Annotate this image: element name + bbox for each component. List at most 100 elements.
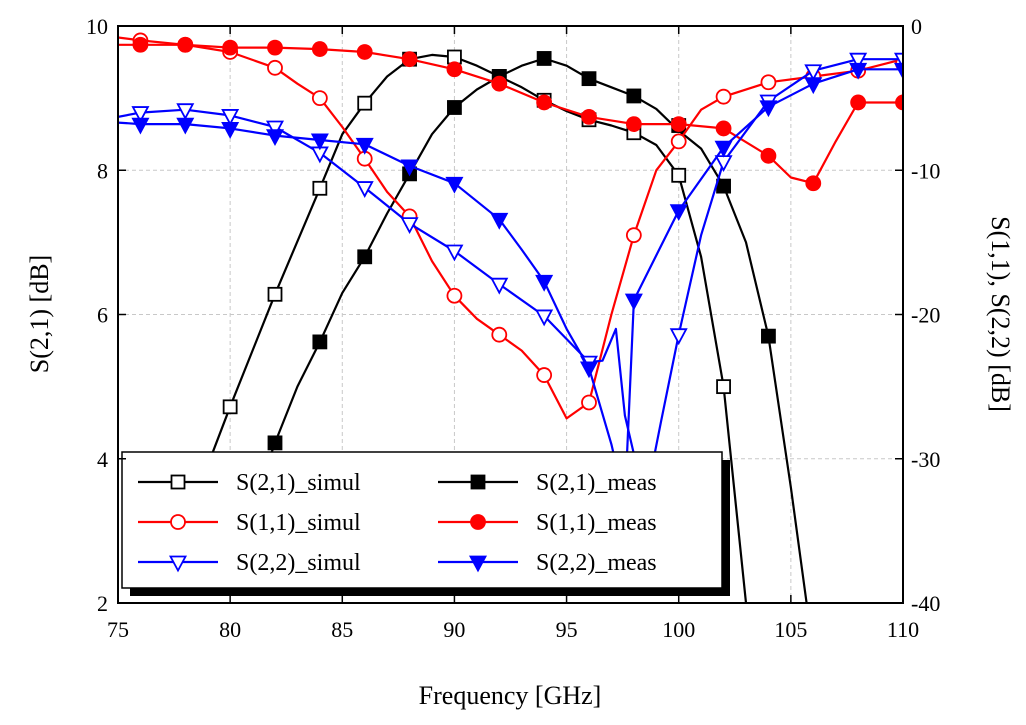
data-point (893, 62, 903, 80)
data-point (222, 39, 239, 56)
data-point (267, 435, 283, 451)
data-point (221, 109, 240, 126)
legend-label: S(2,2)_simul (236, 550, 361, 576)
data-point (850, 94, 867, 111)
data-point (671, 167, 687, 183)
legend-label: S(2,1)_simul (236, 470, 361, 496)
data-point (581, 394, 597, 411)
data-point (895, 94, 903, 111)
data-point (401, 51, 418, 68)
legend-label: S(1,1)_simul (236, 510, 361, 536)
data-point (311, 41, 328, 57)
data-point (176, 103, 195, 121)
y-left-axis-title: S(2,1) [dB] (25, 255, 54, 373)
x-tick-label: 75 (107, 617, 129, 642)
legend-marker (468, 555, 488, 573)
legend-marker (168, 555, 188, 573)
legend-marker (170, 514, 186, 530)
y-right-tick-label: -40 (911, 591, 940, 616)
data-point (536, 51, 552, 66)
data-point (761, 328, 776, 344)
y-right-tick-label: -20 (911, 303, 940, 328)
data-point (221, 122, 240, 139)
data-point (357, 249, 373, 265)
legend-marker (470, 474, 486, 490)
data-point (670, 133, 687, 150)
data-point (670, 116, 687, 132)
legend-item: S(1,1)_meas (438, 510, 657, 536)
data-point (355, 181, 374, 198)
y-left-tick-label: 8 (97, 158, 108, 183)
series-line (118, 58, 903, 504)
data-point (356, 44, 373, 60)
data-point (759, 100, 778, 118)
legend-marker (170, 474, 186, 490)
data-point (849, 52, 868, 70)
x-tick-label: 95 (556, 617, 578, 642)
legend-item: S(2,2)_simul (138, 550, 361, 576)
data-point (716, 379, 731, 395)
x-tick-label: 105 (774, 617, 807, 642)
legend-item: S(2,2)_meas (438, 550, 657, 576)
data-point (447, 100, 462, 115)
data-point (491, 75, 508, 92)
data-point (625, 227, 642, 244)
data-point (669, 328, 688, 346)
legend-label: S(1,1)_meas (536, 510, 657, 536)
series-4 (118, 36, 903, 192)
y-left-tick-label: 4 (97, 447, 108, 472)
data-point (491, 326, 508, 343)
data-point (490, 277, 509, 295)
data-point (311, 90, 328, 107)
data-point (131, 117, 150, 135)
data-point (132, 36, 149, 53)
legend-label: S(2,2)_meas (536, 550, 657, 576)
series-line (195, 53, 748, 603)
data-point (267, 286, 283, 302)
data-point (265, 120, 285, 138)
legend-label: S(2,1)_meas (536, 470, 657, 496)
data-point (400, 159, 419, 177)
data-point (355, 137, 374, 155)
data-point (176, 117, 195, 135)
data-point (535, 309, 554, 327)
y-left-tick-label: 2 (97, 591, 108, 616)
x-tick-label: 85 (331, 617, 353, 642)
data-point (445, 244, 464, 262)
data-point (267, 59, 283, 76)
data-point (265, 129, 285, 147)
data-point (579, 361, 599, 379)
data-point (535, 274, 554, 292)
legend-box (121, 451, 723, 589)
legend-marker (470, 514, 486, 530)
legend-item: S(2,1)_meas (438, 470, 657, 496)
data-point (312, 180, 328, 196)
data-point (804, 64, 823, 82)
y-left-tick-label: 6 (97, 303, 108, 328)
data-point (490, 212, 509, 230)
data-point (760, 74, 777, 91)
data-point (669, 204, 688, 222)
x-tick-label: 80 (219, 617, 241, 642)
data-point (310, 133, 329, 151)
x-axis-title: Frequency [GHz] (419, 681, 602, 710)
data-point (446, 287, 463, 304)
data-point (714, 155, 733, 173)
data-point (357, 95, 373, 111)
y-right-tick-label: 0 (911, 14, 922, 39)
series-line (118, 68, 903, 504)
legend-item: S(1,1)_simul (138, 510, 361, 536)
x-tick-label: 100 (662, 617, 695, 642)
series-line (118, 36, 903, 420)
legend-item: S(2,1)_simul (138, 470, 361, 496)
data-point (715, 120, 732, 137)
data-point (222, 399, 238, 415)
data-point (716, 178, 731, 194)
data-point (581, 108, 597, 125)
data-point (446, 61, 463, 78)
data-point (715, 88, 732, 105)
data-point (805, 175, 822, 192)
data-point (714, 140, 733, 158)
y-right-tick-label: -30 (911, 447, 940, 472)
